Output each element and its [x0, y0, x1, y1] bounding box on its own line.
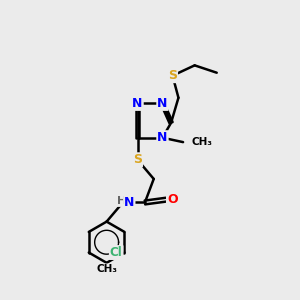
Text: N: N — [157, 131, 168, 144]
Text: S: S — [133, 153, 142, 166]
Text: N: N — [132, 97, 143, 110]
Text: CH₃: CH₃ — [96, 264, 117, 274]
Text: O: O — [167, 193, 178, 206]
Text: Cl: Cl — [110, 246, 123, 259]
Text: S: S — [168, 69, 177, 82]
Text: CH₃: CH₃ — [191, 137, 212, 147]
Text: N: N — [124, 196, 134, 209]
Text: N: N — [157, 97, 168, 110]
Text: H: H — [117, 196, 126, 206]
